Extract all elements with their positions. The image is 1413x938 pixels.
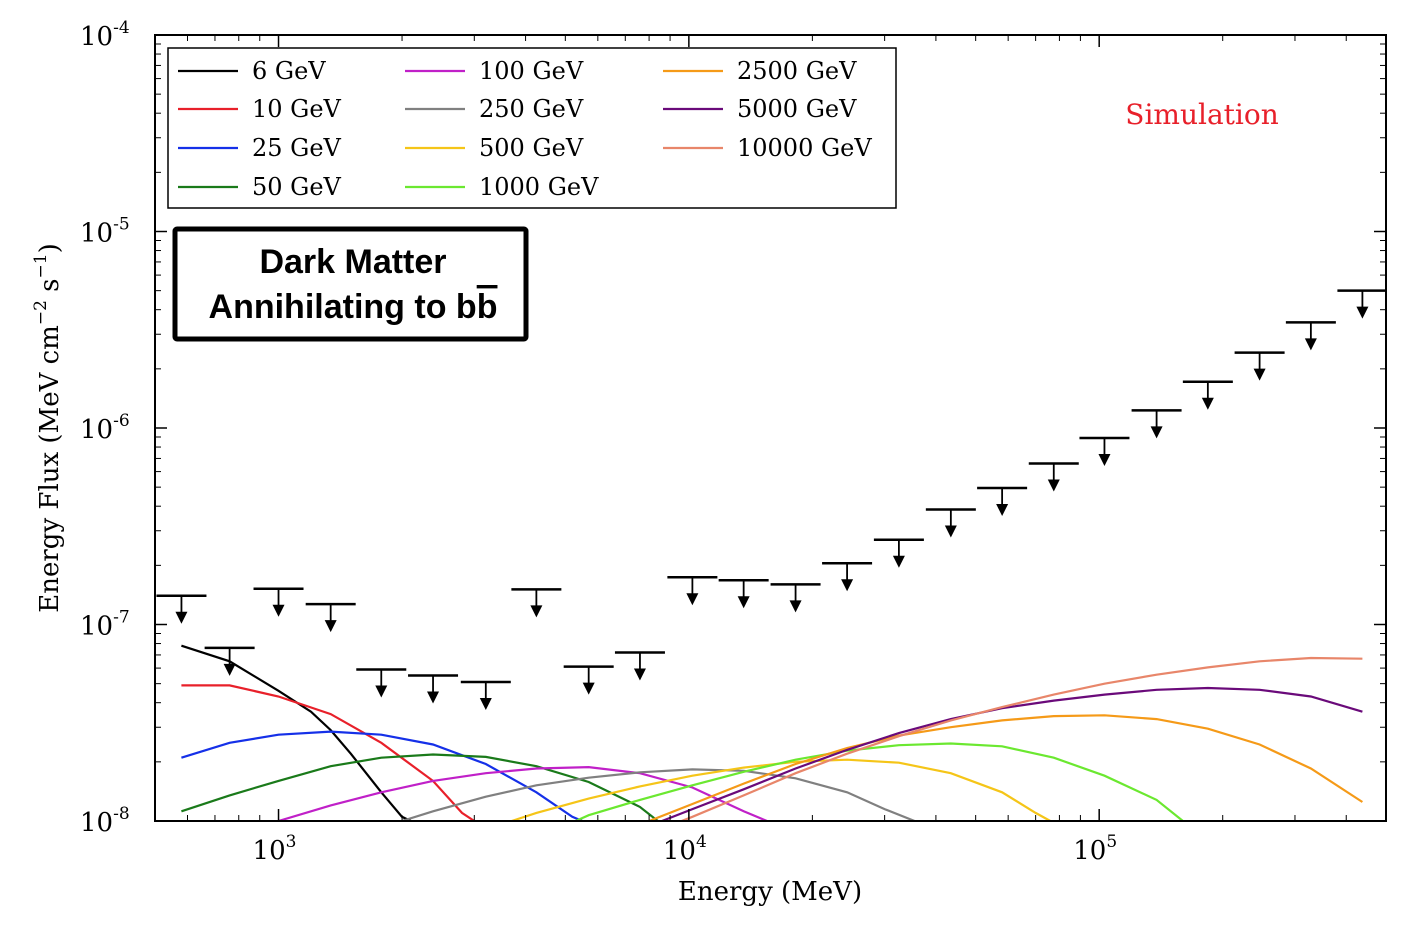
y-tick-label-4: 10-5 <box>80 215 130 249</box>
legend-entry-50-gev: 50 GeV <box>178 173 342 201</box>
legend-frame <box>167 47 897 209</box>
legend: 6 GeV 10 GeV 25 GeV 50 GeV 100 GeV 250 GeV 500… <box>167 47 897 209</box>
y-tick-label-3: 10-6 <box>80 411 130 445</box>
upper-limit-2 <box>204 646 255 676</box>
upper-limit-10 <box>614 651 665 681</box>
legend-label: 10 GeV <box>252 95 342 123</box>
y-axis-label-base: Energy Flux (MeV cm <box>35 325 65 613</box>
y-axis-label-exp2: −1 <box>31 253 51 278</box>
upper-limit-20 <box>1131 409 1182 439</box>
x-tick-label-1: 103 <box>253 832 297 866</box>
legend-label: 10000 GeV <box>737 134 872 162</box>
legend-label: 6 GeV <box>252 57 326 85</box>
y-axis-label-mid: s <box>35 278 65 300</box>
series-10000-gev-line <box>681 656 1363 821</box>
series-2500-gev-line <box>648 714 1363 821</box>
legend-entry-2500-gev: 2500 GeV <box>663 57 857 85</box>
legend-label: 100 GeV <box>479 57 584 85</box>
upper-limit-15 <box>873 538 924 568</box>
upper-limit-21 <box>1182 380 1233 410</box>
legend-entry-500-gev: 500 GeV <box>405 134 584 162</box>
upper-limit-8 <box>511 588 562 618</box>
dark-matter-box: Dark Matter Annihilating to bb <box>172 226 529 342</box>
series-1000-gev-line <box>575 742 1184 821</box>
upper-limit-16 <box>925 508 976 538</box>
legend-entries: 6 GeV 10 GeV 25 GeV 50 GeV 100 GeV 250 GeV 500… <box>178 57 872 201</box>
x-tick-label-3: 105 <box>1073 832 1117 866</box>
spectrum-curves <box>181 644 1363 821</box>
upper-limit-5 <box>356 668 407 698</box>
legend-entry-250-gev: 250 GeV <box>405 95 584 123</box>
upper-limit-4 <box>305 602 356 633</box>
y-axis-label: Energy Flux (MeV cm−2 s−1) <box>31 243 65 612</box>
upper-limit-17 <box>977 486 1028 517</box>
upper-limit-3 <box>253 587 304 617</box>
legend-entry-10-gev: 10 GeV <box>178 95 342 123</box>
legend-label: 250 GeV <box>479 95 584 123</box>
x-axis-ticks: 103 104 105 <box>186 35 1347 866</box>
upper-limit-24 <box>1337 289 1386 319</box>
series-5000-gev-line <box>661 686 1363 821</box>
x-tick-label-2: 104 <box>663 832 707 866</box>
y-tick-label-1: 10-8 <box>80 804 130 838</box>
upper-limit-1 <box>156 594 207 624</box>
dark-matter-box-line1: Dark Matter <box>259 243 446 281</box>
upper-limit-11 <box>667 575 718 606</box>
dark-matter-box-line2-prefix: Annihilating to b <box>209 288 477 326</box>
legend-entry-100-gev: 100 GeV <box>405 57 584 85</box>
series-500-gev-line <box>511 758 1051 821</box>
upper-limit-23 <box>1285 321 1336 351</box>
series-10-gev-line <box>181 684 475 821</box>
dark-matter-box-line2-bar: b <box>477 288 498 326</box>
series-25-gev-line <box>181 730 583 821</box>
simulation-annotation: Simulation <box>1125 98 1278 131</box>
y-axis-ticks: 10-8 10-7 10-6 10-5 10-4 <box>80 18 1386 838</box>
legend-entry-6-gev: 6 GeV <box>178 57 326 85</box>
upper-limit-6 <box>408 674 459 704</box>
series-250-gev-line <box>401 768 916 821</box>
series-50-gev-line <box>181 753 659 821</box>
upper-limit-9 <box>563 665 614 695</box>
upper-limit-22 <box>1234 351 1285 381</box>
dark-matter-box-line2: Annihilating to bb <box>209 288 498 326</box>
legend-entry-1000-gev: 1000 GeV <box>405 173 599 201</box>
upper-limit-13 <box>770 583 821 613</box>
legend-label: 1000 GeV <box>479 173 599 201</box>
y-axis-label-exp1: −2 <box>31 300 51 325</box>
legend-label: 500 GeV <box>479 134 584 162</box>
upper-limit-7 <box>460 680 511 710</box>
series-100-gev-line <box>278 765 768 821</box>
legend-label: 50 GeV <box>252 173 342 201</box>
legend-entry-25-gev: 25 GeV <box>178 134 342 162</box>
legend-label: 2500 GeV <box>737 57 857 85</box>
dark-matter-box-frame <box>172 226 529 342</box>
upper-limit-14 <box>822 561 873 592</box>
upper-limit-markers <box>156 289 1386 710</box>
legend-label: 5000 GeV <box>737 95 857 123</box>
legend-label: 25 GeV <box>252 134 342 162</box>
y-tick-label-2: 10-7 <box>80 608 130 642</box>
y-axis-label-end: ) <box>35 243 65 253</box>
upper-limit-19 <box>1079 436 1130 466</box>
upper-limit-12 <box>718 578 769 609</box>
upper-limit-18 <box>1028 462 1079 492</box>
legend-entry-10000-gev: 10000 GeV <box>663 134 872 162</box>
legend-entry-5000-gev: 5000 GeV <box>663 95 857 123</box>
series-6-gev-line <box>181 644 412 821</box>
x-axis-label: Energy (MeV) <box>678 877 862 907</box>
y-tick-label-5: 10-4 <box>80 18 130 52</box>
